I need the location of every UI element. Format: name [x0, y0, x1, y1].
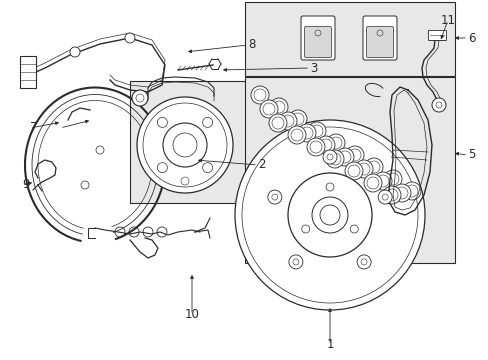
Text: 3: 3: [309, 62, 317, 75]
Circle shape: [392, 184, 410, 202]
Circle shape: [260, 100, 278, 118]
Bar: [244, 2, 454, 76]
Text: 5: 5: [467, 148, 474, 162]
Circle shape: [316, 136, 334, 154]
Circle shape: [235, 120, 424, 310]
Circle shape: [319, 205, 339, 225]
Text: 11: 11: [440, 13, 454, 27]
Text: 1: 1: [325, 338, 333, 351]
Circle shape: [363, 174, 381, 192]
Circle shape: [431, 98, 445, 112]
Circle shape: [288, 255, 302, 269]
Circle shape: [125, 33, 135, 43]
Bar: [20, 56, 36, 88]
Circle shape: [377, 190, 391, 204]
Text: 9: 9: [22, 179, 29, 192]
Circle shape: [346, 146, 363, 164]
Circle shape: [202, 163, 212, 173]
Circle shape: [250, 86, 268, 104]
Circle shape: [279, 112, 296, 130]
Circle shape: [202, 117, 212, 127]
Circle shape: [287, 173, 371, 257]
Circle shape: [383, 170, 401, 188]
FancyBboxPatch shape: [366, 27, 393, 58]
Circle shape: [402, 182, 420, 200]
Circle shape: [301, 225, 309, 233]
Circle shape: [157, 163, 167, 173]
Circle shape: [173, 133, 197, 157]
Circle shape: [373, 172, 391, 190]
Circle shape: [349, 225, 358, 233]
Circle shape: [335, 148, 353, 166]
Circle shape: [287, 126, 305, 144]
FancyBboxPatch shape: [301, 16, 334, 60]
Text: 6: 6: [467, 31, 474, 45]
Circle shape: [132, 90, 148, 106]
Circle shape: [364, 158, 382, 176]
Circle shape: [325, 183, 333, 191]
Circle shape: [297, 124, 315, 142]
Circle shape: [267, 190, 281, 204]
Circle shape: [382, 186, 400, 204]
Bar: [427, 30, 445, 40]
Circle shape: [288, 110, 306, 128]
Circle shape: [325, 150, 343, 168]
Circle shape: [354, 160, 372, 178]
Circle shape: [356, 255, 370, 269]
Circle shape: [269, 98, 287, 116]
Circle shape: [311, 197, 347, 233]
Circle shape: [137, 97, 232, 193]
Circle shape: [306, 138, 325, 156]
Text: 10: 10: [184, 309, 199, 321]
Circle shape: [268, 114, 286, 132]
Text: 7: 7: [30, 121, 38, 135]
FancyBboxPatch shape: [362, 16, 396, 60]
Circle shape: [323, 150, 336, 164]
Circle shape: [326, 134, 345, 152]
Circle shape: [157, 117, 167, 127]
Bar: [244, 77, 454, 263]
Text: 2: 2: [258, 158, 265, 171]
Text: 8: 8: [247, 39, 255, 51]
Bar: [129, 81, 249, 203]
Circle shape: [345, 162, 362, 180]
Circle shape: [307, 122, 325, 140]
Circle shape: [163, 123, 206, 167]
Circle shape: [70, 47, 80, 57]
FancyBboxPatch shape: [304, 27, 331, 58]
